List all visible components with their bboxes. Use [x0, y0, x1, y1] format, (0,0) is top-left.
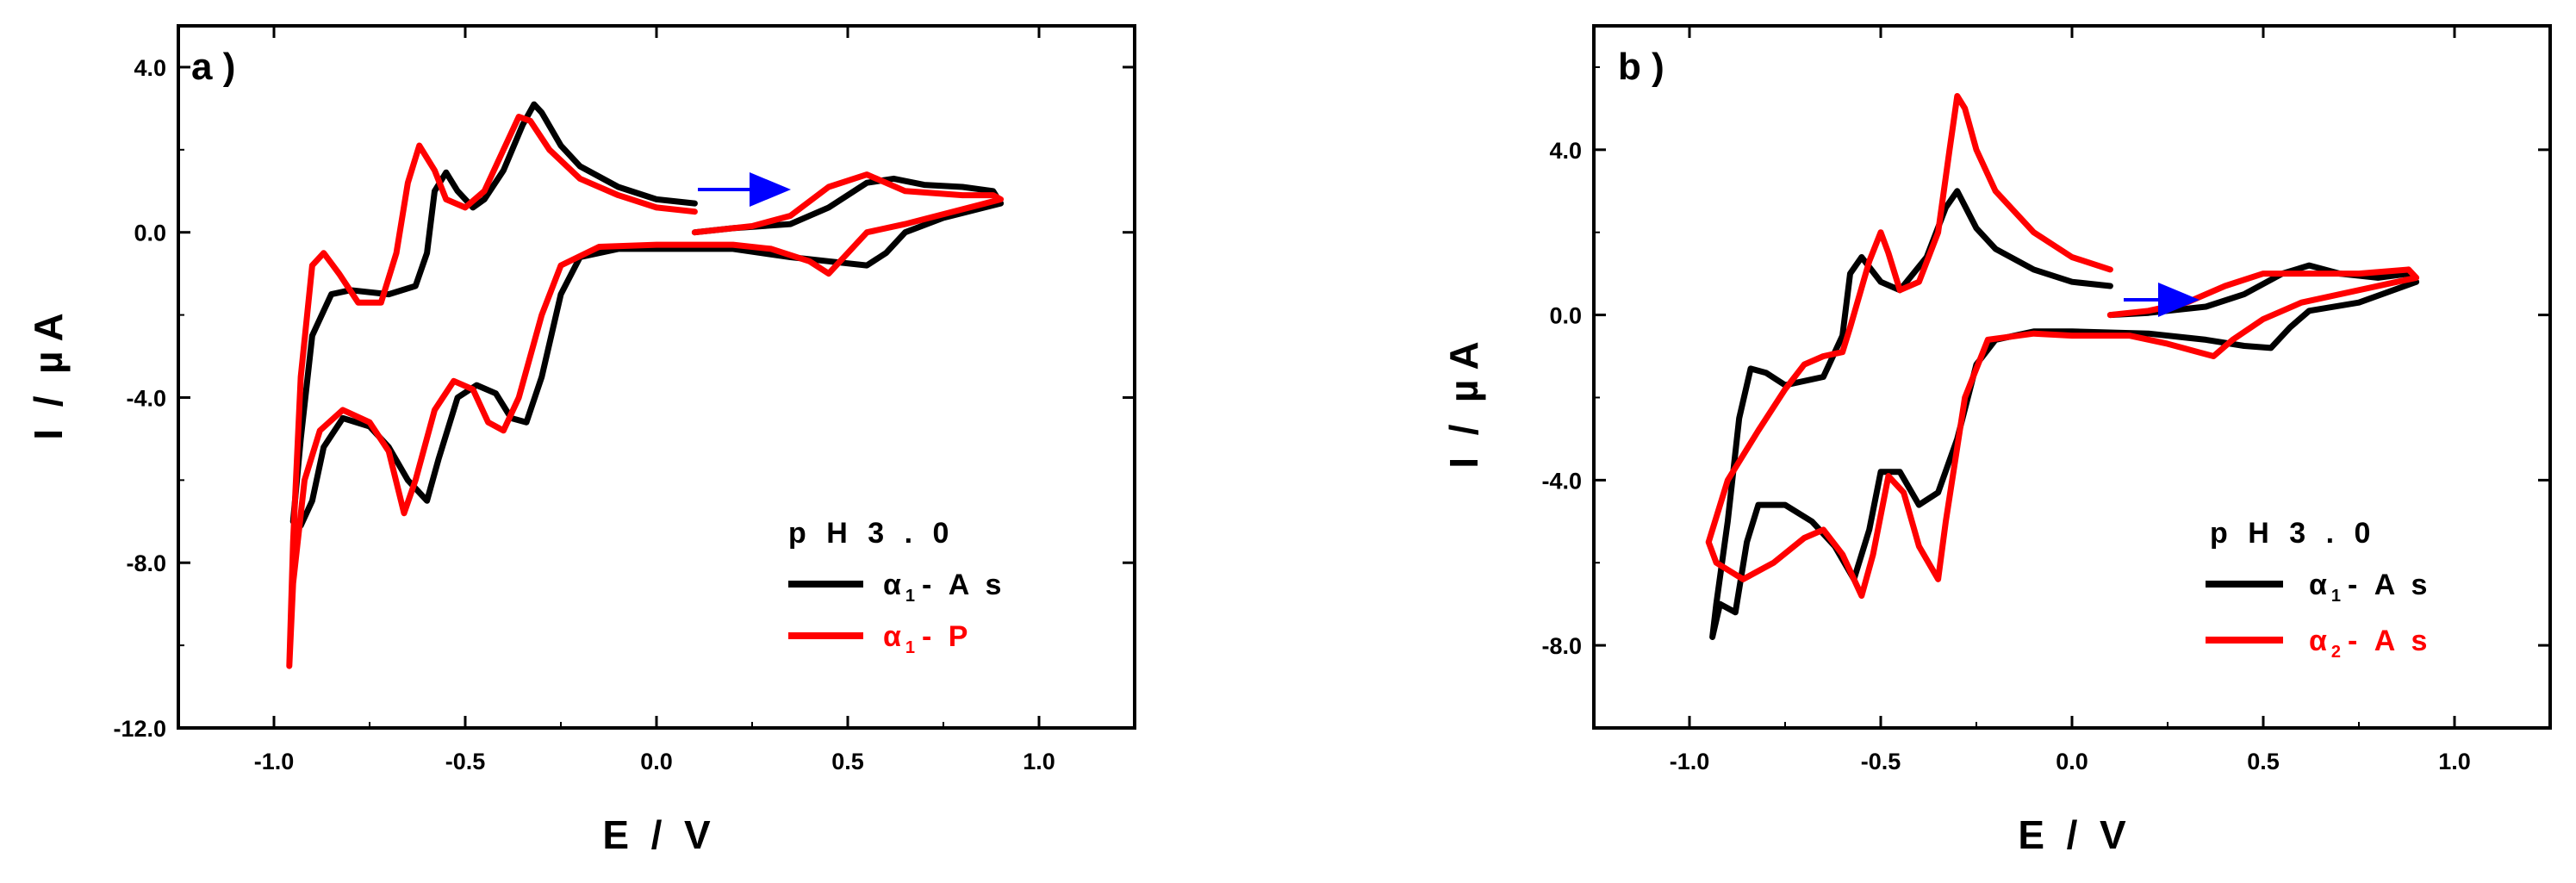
legend-entry-b-1: α2- A s	[2309, 625, 2431, 662]
legend-entry-a-1: α1- P	[883, 620, 972, 657]
legend-entry-b-0: α1- A s	[2309, 569, 2431, 606]
y-tick-label-a: -4.0	[126, 385, 166, 411]
x-tick-label-b: -0.5	[1861, 749, 1901, 774]
y-tick-label-b: 4.0	[1549, 138, 1582, 164]
series-group-b	[1705, 93, 2420, 640]
panel-a: -1.0 -0.5 0.0 0.5 1.0 4.0 0.0 -4.0 -8.0 -12.0 a )…	[26, 24, 1136, 857]
plot-frame-b	[1592, 24, 2552, 730]
ticks-b: -1.0 -0.5 0.0 0.5 1.0 4.0 0.0 -4.0 -8.0	[1541, 26, 2551, 774]
y-tick-label-b: -4.0	[1541, 468, 1582, 494]
y-tick-label-b: 0.0	[1549, 303, 1582, 329]
y-tick-label-b: -8.0	[1541, 633, 1582, 659]
y-axis-title-b: I / µ A	[1441, 341, 1486, 468]
y-tick-label-a: 0.0	[134, 221, 166, 246]
y-tick-label-a: -12.0	[113, 716, 166, 742]
legend-entry-a-0: α1- A s	[883, 569, 1005, 606]
panel-label-a: a )	[191, 46, 235, 88]
x-tick-label-b: -1.0	[1670, 749, 1710, 774]
legend-b: p H 3 . 0 α1- A s α2- A s	[2206, 517, 2431, 662]
x-axis-title-a: E / V	[602, 812, 711, 857]
series-line-a-1	[286, 114, 1005, 669]
legend-a: p H 3 . 0 α1- A s α1- P	[788, 517, 1005, 657]
x-tick-label-a: -0.5	[445, 749, 486, 774]
x-tick-label-a: -1.0	[254, 749, 295, 774]
y-tick-label-a: 4.0	[134, 55, 166, 81]
ticks-a: -1.0 -0.5 0.0 0.5 1.0 4.0 0.0 -4.0 -8.0 -12.0	[113, 26, 1136, 774]
x-tick-label-a: 0.5	[831, 749, 864, 774]
plot-frame-a	[177, 24, 1136, 730]
series-group-a	[286, 101, 1005, 669]
legend-title-a: p H 3 . 0	[788, 517, 955, 550]
y-tick-label-a: -8.0	[126, 550, 166, 576]
series-line-b-1	[1705, 93, 2420, 600]
x-axis-title-b: E / V	[2018, 812, 2126, 857]
x-tick-label-a: 1.0	[1023, 749, 1055, 774]
x-tick-label-b: 1.0	[2438, 749, 2471, 774]
panel-b: -1.0 -0.5 0.0 0.5 1.0 4.0 0.0 -4.0 -8.0 b ) E / …	[1441, 24, 2552, 857]
x-tick-label-b: 0.5	[2247, 749, 2280, 774]
y-axis-title-a: I / µ A	[26, 313, 71, 439]
legend-title-b: p H 3 . 0	[2210, 517, 2376, 550]
x-tick-label-b: 0.0	[2056, 749, 2088, 774]
x-tick-label-a: 0.0	[640, 749, 673, 774]
panel-label-b: b )	[1618, 46, 1664, 88]
series-line-a-0	[289, 101, 1005, 529]
